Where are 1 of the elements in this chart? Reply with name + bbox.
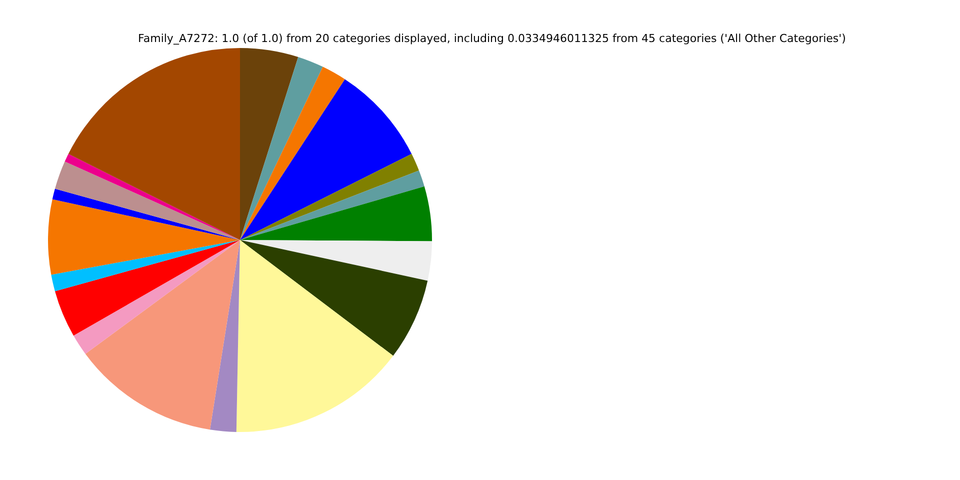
- text: Family_A7272: 1.0 (of 1.0) from 20 categories displayed, including 0.0334946011325 from 45 categories ('All Other Categories'): [138, 32, 846, 45]
